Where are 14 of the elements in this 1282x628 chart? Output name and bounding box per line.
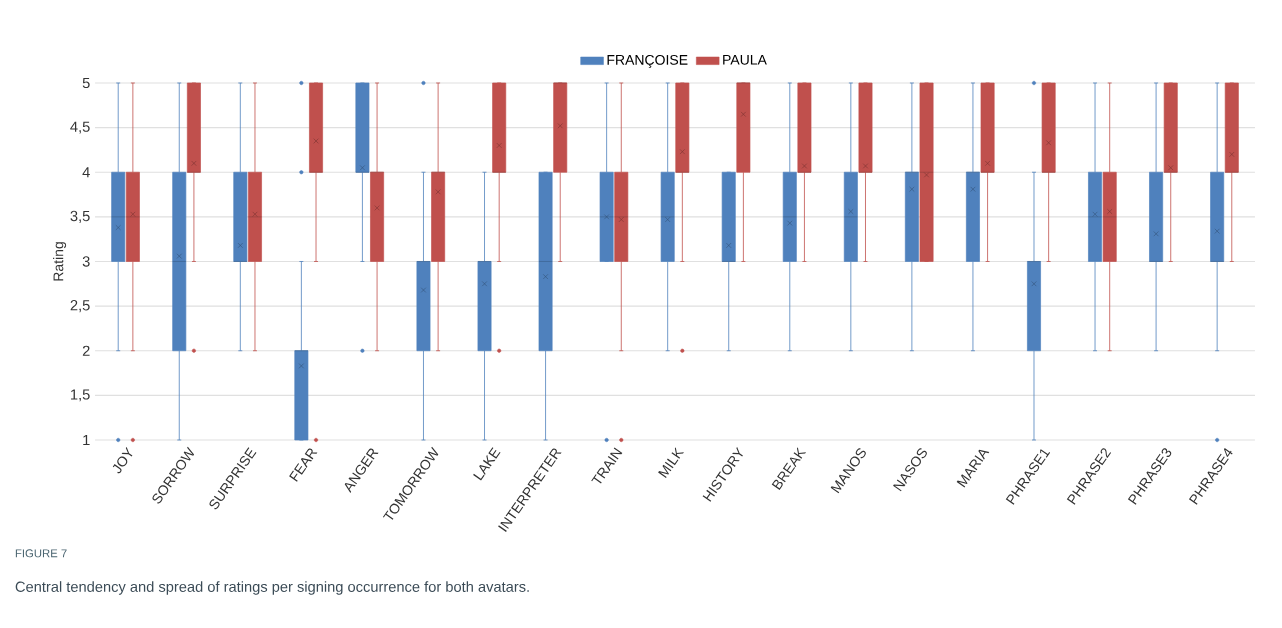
- y-tick-label: 5: [82, 77, 90, 89]
- y-tick-label: 3: [82, 256, 90, 267]
- y-tick-label: 2: [82, 345, 90, 356]
- y-axis-title: Rating: [53, 242, 67, 281]
- y-tick-label: 1: [83, 434, 90, 446]
- y-tick-label: 1,5: [71, 389, 90, 402]
- y-tick-label: 4,5: [70, 121, 90, 134]
- y-tick-label: 4: [82, 167, 90, 178]
- legend-label: FRANÇOISE: [607, 54, 688, 68]
- y-tick-label: 2,5: [70, 300, 90, 313]
- y-tick-label: 3,5: [70, 210, 90, 223]
- caption: FIGURE 7: [15, 549, 67, 558]
- legend-label: PAULA: [723, 54, 767, 65]
- text: Central tendency and spread of ratings per signing occurrence for both avatars.: [15, 581, 529, 595]
